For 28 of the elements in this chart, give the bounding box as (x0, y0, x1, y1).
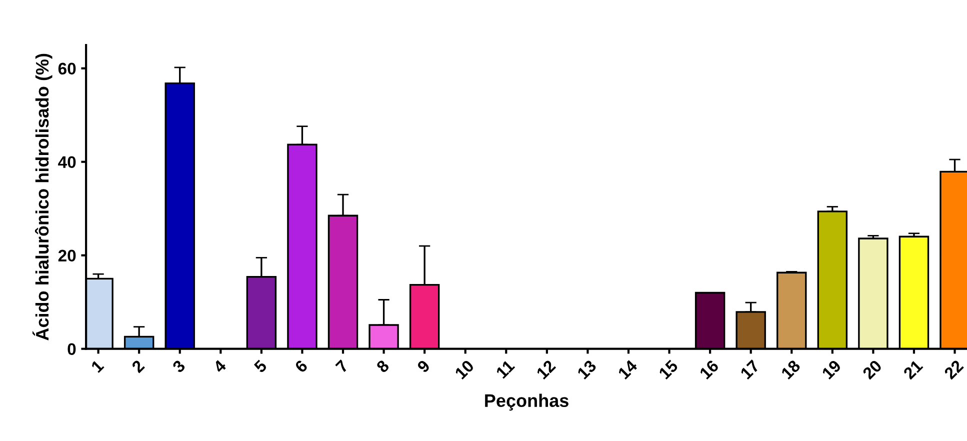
x-tick-label: 16 (699, 359, 720, 380)
x-tick-label: 1 (90, 359, 104, 373)
x-tick-label: 12 (536, 359, 556, 380)
x-tick-label: 17 (740, 360, 760, 380)
y-tick-label: 20 (58, 250, 76, 262)
x-tick-label: 4 (212, 359, 227, 374)
x-tick-label: 21 (902, 359, 924, 380)
x-tick-label: 20 (862, 359, 882, 380)
x-tick-label: 5 (253, 359, 268, 374)
y-axis-title: Ácido hialurônico hidrolisado (%) (32, 54, 52, 340)
x-tick-label: 13 (576, 359, 598, 380)
x-tick-label: 18 (780, 359, 801, 380)
x-tick-label: 2 (131, 359, 145, 374)
x-tick-label: 8 (376, 359, 390, 374)
x-tick-label: 7 (335, 360, 349, 374)
x-tick-label: 10 (454, 359, 475, 380)
y-tick-label: 60 (58, 62, 76, 75)
y-tick-label: 40 (58, 156, 76, 168)
x-tick-label: 3 (172, 359, 186, 374)
x-tick-label: 19 (821, 359, 842, 380)
x-tick-label: 14 (618, 359, 638, 380)
x-tick-label: 22 (943, 359, 964, 380)
x-tick-label: 15 (658, 359, 679, 380)
x-tick-label: 9 (416, 359, 431, 374)
x-tick-label: 11 (496, 359, 516, 379)
x-tick-label: 6 (294, 359, 308, 374)
y-tick-label: 0 (68, 343, 76, 356)
x-axis-title: Peçonhas (485, 394, 568, 411)
